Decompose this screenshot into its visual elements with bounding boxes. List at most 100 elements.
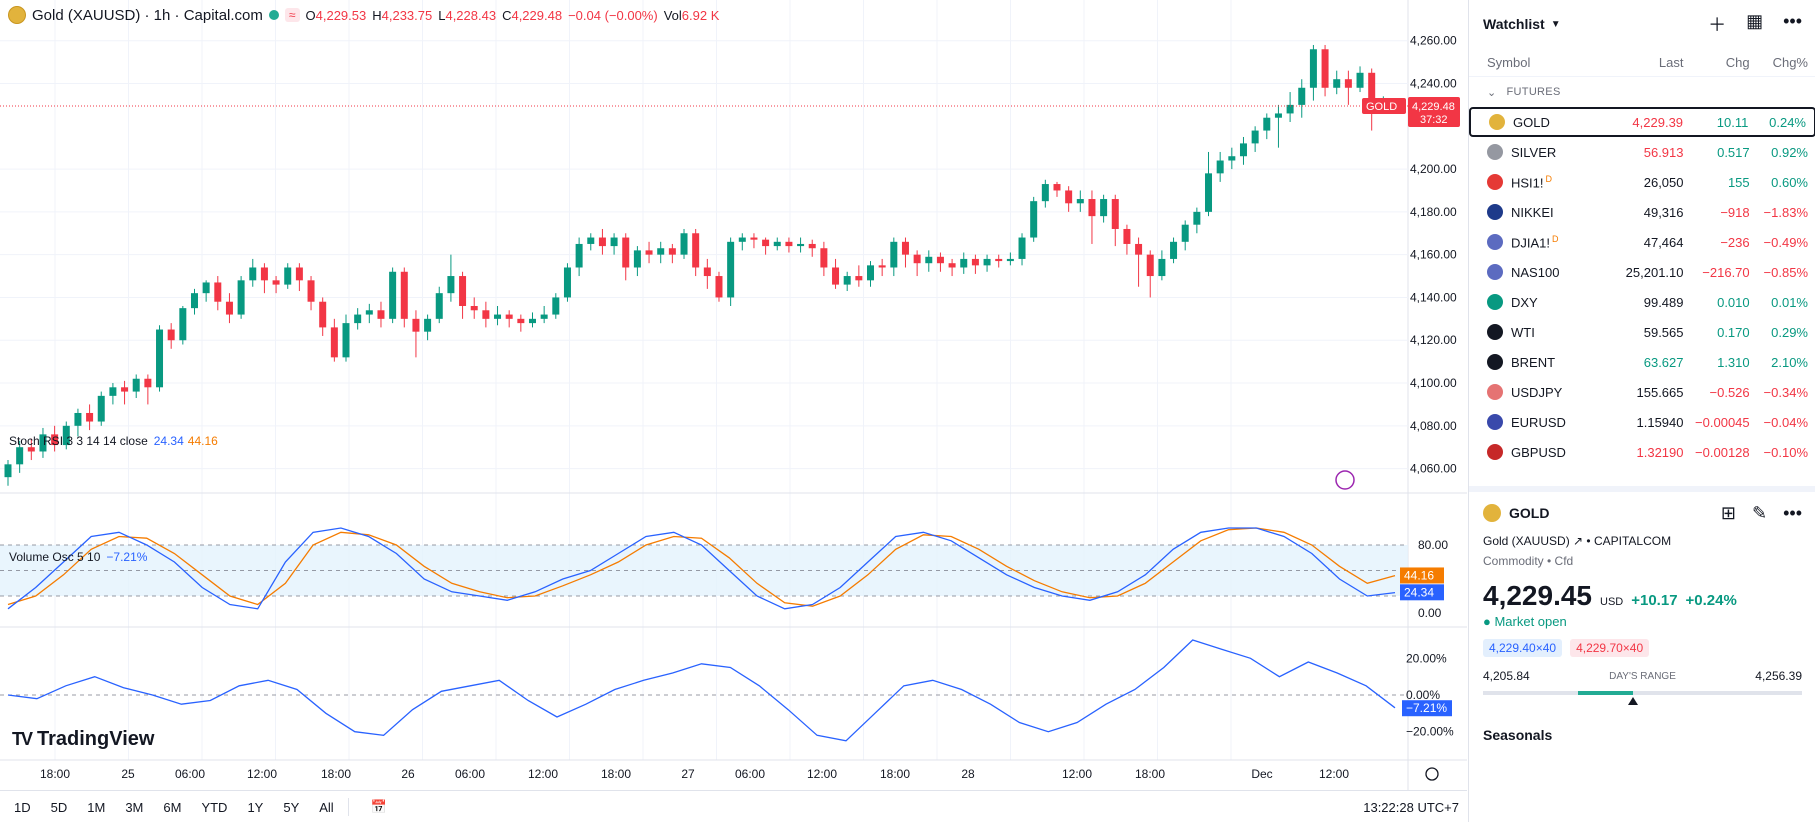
range-ytd[interactable]: YTD	[201, 799, 228, 815]
change: 0.517	[1717, 144, 1750, 160]
volume-osc-label[interactable]: Volume Osc 5 10 −7.21%	[9, 550, 148, 564]
price-axis-label: 4,180.00	[1410, 205, 1457, 219]
price-axis-label: 4,140.00	[1410, 290, 1457, 304]
range-1y[interactable]: 1Y	[247, 799, 264, 815]
time-axis-label: 12:00	[247, 767, 277, 781]
change: −216.70	[1702, 264, 1750, 280]
col-chg[interactable]: Chg	[1725, 54, 1750, 70]
candle-body	[738, 237, 746, 242]
change: 155	[1727, 174, 1750, 190]
watchlist-row-nas100[interactable]: NAS100 25,201.10 −216.70 −0.85%	[1469, 257, 1815, 287]
watchlist-row-gbpusd[interactable]: GBPUSD 1.32190 −0.00128 −0.10%	[1469, 437, 1815, 467]
chart-area[interactable]: 4,260.00 4,240.00 4,200.00 4,180.00 4,160.00…	[0, 0, 1467, 822]
watchlist-row-silver[interactable]: SILVER 56.913 0.517 0.92%	[1469, 137, 1815, 167]
grid-icon[interactable]: ⊞	[1720, 502, 1736, 523]
watchlist-row-gold[interactable]: GOLD 4,229.39 10.11 0.24%	[1469, 107, 1815, 137]
stoch-axis-label: 80.00	[1418, 538, 1448, 552]
candle-body	[144, 378, 152, 388]
detail-currency: USD	[1600, 596, 1624, 608]
watchlist-row-usdjpy[interactable]: USDJPY 155.665 −0.526 −0.34%	[1469, 377, 1815, 407]
detail-change-pct: +0.24%	[1685, 592, 1737, 609]
time-axis-label: 18:00	[321, 767, 351, 781]
chart-legend: Gold (XAUUSD) · 1h · Capital.com ≈ O4,22…	[8, 6, 719, 24]
stoch-axis-label: 0.00	[1418, 606, 1442, 620]
candle-body	[948, 263, 956, 268]
gold-symbol-icon	[8, 6, 26, 24]
time-axis-label: 28	[961, 767, 975, 781]
layout-icon[interactable]: ▦	[1746, 11, 1764, 31]
goto-date-icon[interactable]: 📅	[370, 799, 387, 814]
watchlist-row-nikkei[interactable]: NIKKEI 49,316 −918 −1.83%	[1469, 197, 1815, 227]
stoch-k-line	[7, 527, 1396, 610]
change: 10.11	[1716, 114, 1749, 130]
col-chg-pct[interactable]: Chg%	[1772, 54, 1808, 70]
chevron-down-icon[interactable]: ▼	[1550, 18, 1561, 30]
range-5d[interactable]: 5D	[50, 799, 68, 815]
candle-body	[27, 447, 35, 452]
candle-body	[389, 271, 397, 319]
stoch-d-value: 44.16	[187, 434, 218, 448]
chart-canvas[interactable]: 4,260.00 4,240.00 4,200.00 4,180.00 4,160.00…	[0, 0, 1467, 822]
watchlist-row-brent[interactable]: BRENT 63.627 1.310 2.10%	[1469, 347, 1815, 377]
range-3m[interactable]: 3M	[125, 799, 144, 815]
candle-body	[295, 267, 303, 281]
change-pct: 0.01%	[1771, 294, 1808, 310]
last-price: 1.32190	[1636, 444, 1684, 460]
price-tag: 4,229.48	[1412, 101, 1455, 113]
tradingview-logo[interactable]: TV TradingView	[12, 728, 155, 750]
range-1d[interactable]: 1D	[14, 799, 31, 815]
candle-body	[156, 329, 164, 388]
candle-body	[260, 267, 268, 281]
candle-body	[284, 267, 292, 285]
add-symbol-icon[interactable]: ＋	[1708, 15, 1727, 35]
price-axis-label: 4,240.00	[1410, 76, 1457, 90]
last-price: 56.913	[1643, 144, 1684, 160]
change-pct: 0.29%	[1771, 324, 1808, 340]
col-last[interactable]: Last	[1658, 54, 1684, 70]
candle-body	[109, 387, 117, 396]
section-futures[interactable]: ⌄ FUTURES	[1487, 86, 1561, 99]
vol-axis-label: 0.00%	[1406, 688, 1440, 702]
candle-body	[1146, 254, 1154, 277]
candle-body	[74, 412, 82, 426]
candle-body	[505, 314, 513, 319]
candle-body	[272, 280, 280, 285]
ask[interactable]: 4,229.70×40	[1570, 639, 1650, 657]
watchlist-row-dxy[interactable]: DXY 99.489 0.010 0.01%	[1469, 287, 1815, 317]
chart-title[interactable]: Gold (XAUUSD) · 1h · Capital.com	[32, 6, 263, 24]
range-6m[interactable]: 6M	[163, 799, 182, 815]
candle-body	[202, 282, 210, 294]
candle-body	[762, 239, 770, 247]
candle-body	[1193, 211, 1201, 225]
detail-symbol[interactable]: GOLD	[1509, 505, 1550, 521]
seasonals-title[interactable]: Seasonals	[1483, 727, 1553, 743]
bottom-toolbar: 1D 5D 1M 3M 6M YTD 1Y 5Y All 📅 13:22:28 …	[0, 790, 1467, 823]
candle-body	[703, 267, 711, 277]
candle-body	[249, 267, 257, 281]
data-type-tag[interactable]: ≈	[284, 8, 300, 22]
more-icon[interactable]: •••	[1783, 502, 1802, 523]
candle-body	[459, 276, 467, 306]
stoch-rsi-label[interactable]: Stoch RSI 3 3 14 14 close 24.34 44.16	[9, 434, 218, 448]
edit-icon[interactable]: ✎	[1752, 502, 1768, 523]
range-all[interactable]: All	[319, 799, 334, 815]
range-5y[interactable]: 5Y	[283, 799, 300, 815]
bid-ask: 4,229.40×40 4,229.70×40	[1469, 631, 1815, 665]
market-status-icon[interactable]	[268, 10, 279, 20]
watchlist-title[interactable]: Watchlist	[1483, 16, 1545, 32]
more-icon[interactable]: •••	[1783, 11, 1802, 31]
watchlist-row-eurusd[interactable]: EURUSD 1.15940 −0.00045 −0.04%	[1469, 407, 1815, 437]
bid[interactable]: 4,229.40×40	[1483, 639, 1563, 657]
change: 0.010	[1717, 294, 1750, 310]
clock[interactable]: 13:22:28 UTC+7	[1363, 799, 1459, 815]
symbol-name: HSI1! D	[1511, 173, 1553, 191]
range-1m[interactable]: 1M	[87, 799, 106, 815]
symbol-name: DJIA1! D	[1511, 233, 1559, 251]
watchlist-row-hsi1[interactable]: HSI1! D 26,050 155 0.60%	[1469, 167, 1815, 197]
watchlist-row-djia1[interactable]: DJIA1! D 47,464 −236 −0.49%	[1469, 227, 1815, 257]
watchlist-header: Watchlist ▼ ＋ ▦ •••	[1469, 0, 1815, 48]
col-symbol[interactable]: Symbol	[1487, 54, 1531, 70]
watchlist-row-wti[interactable]: WTI 59.565 0.170 0.29%	[1469, 317, 1815, 347]
candle-body	[668, 248, 676, 255]
candle-body	[750, 237, 758, 240]
